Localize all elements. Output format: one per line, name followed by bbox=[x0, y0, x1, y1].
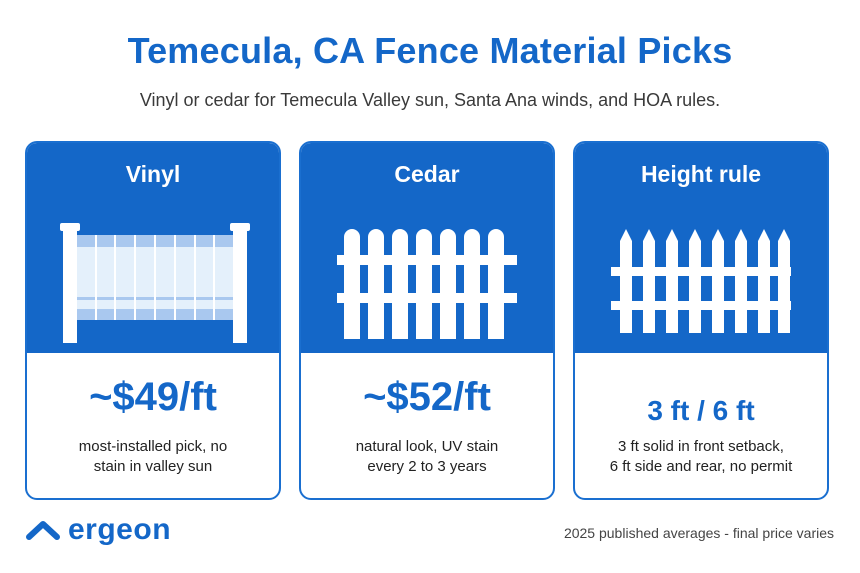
card-note: natural look, UV stain every 2 to 3 year… bbox=[315, 437, 539, 477]
card-vinyl: Vinyl bbox=[25, 141, 281, 500]
card-heading: Vinyl bbox=[125, 161, 181, 187]
card-heading: Height rule bbox=[640, 161, 762, 187]
card-header-panel: Height rule bbox=[575, 143, 827, 353]
note-line: natural look, UV stain bbox=[355, 438, 499, 455]
note-line: stain in valley sun bbox=[93, 458, 213, 475]
note-line: most-installed pick, no bbox=[78, 438, 228, 455]
page-title: Temecula, CA Fence Material Picks bbox=[127, 30, 733, 71]
card-height-rule: Height rule 3 ft / 6 ft 3 ft solid i bbox=[573, 141, 829, 500]
ergeon-chevron-logo bbox=[26, 521, 60, 540]
brand-name: ergeon bbox=[68, 513, 172, 546]
card-note: most-installed pick, no stain in valley … bbox=[41, 437, 265, 477]
note-line: 3 ft solid in front setback, bbox=[618, 438, 784, 455]
card-header-panel: Vinyl bbox=[27, 143, 279, 353]
footnote: 2025 published averages - final price va… bbox=[563, 525, 834, 541]
card-header-panel: Cedar bbox=[301, 143, 553, 353]
vinyl-fence-icon bbox=[27, 205, 279, 345]
price-value: ~$52/ft bbox=[363, 375, 491, 419]
card-note: 3 ft solid in front setback, 6 ft side a… bbox=[589, 437, 813, 477]
note-line: every 2 to 3 years bbox=[367, 458, 487, 475]
height-value: 3 ft / 6 ft bbox=[647, 395, 755, 426]
ergeon-logo: ergeon bbox=[26, 512, 171, 548]
pointed-fence-icon bbox=[575, 205, 827, 345]
page-subtitle: Vinyl or cedar for Temecula Valley sun, … bbox=[139, 90, 721, 110]
card-heading: Cedar bbox=[394, 161, 460, 187]
price-value: ~$49/ft bbox=[89, 375, 217, 419]
picket-fence-icon bbox=[301, 205, 553, 345]
note-line: 6 ft side and rear, no permit bbox=[609, 458, 793, 475]
card-cedar: Cedar ~$52/ft natural look, UV stain eve… bbox=[299, 141, 555, 500]
